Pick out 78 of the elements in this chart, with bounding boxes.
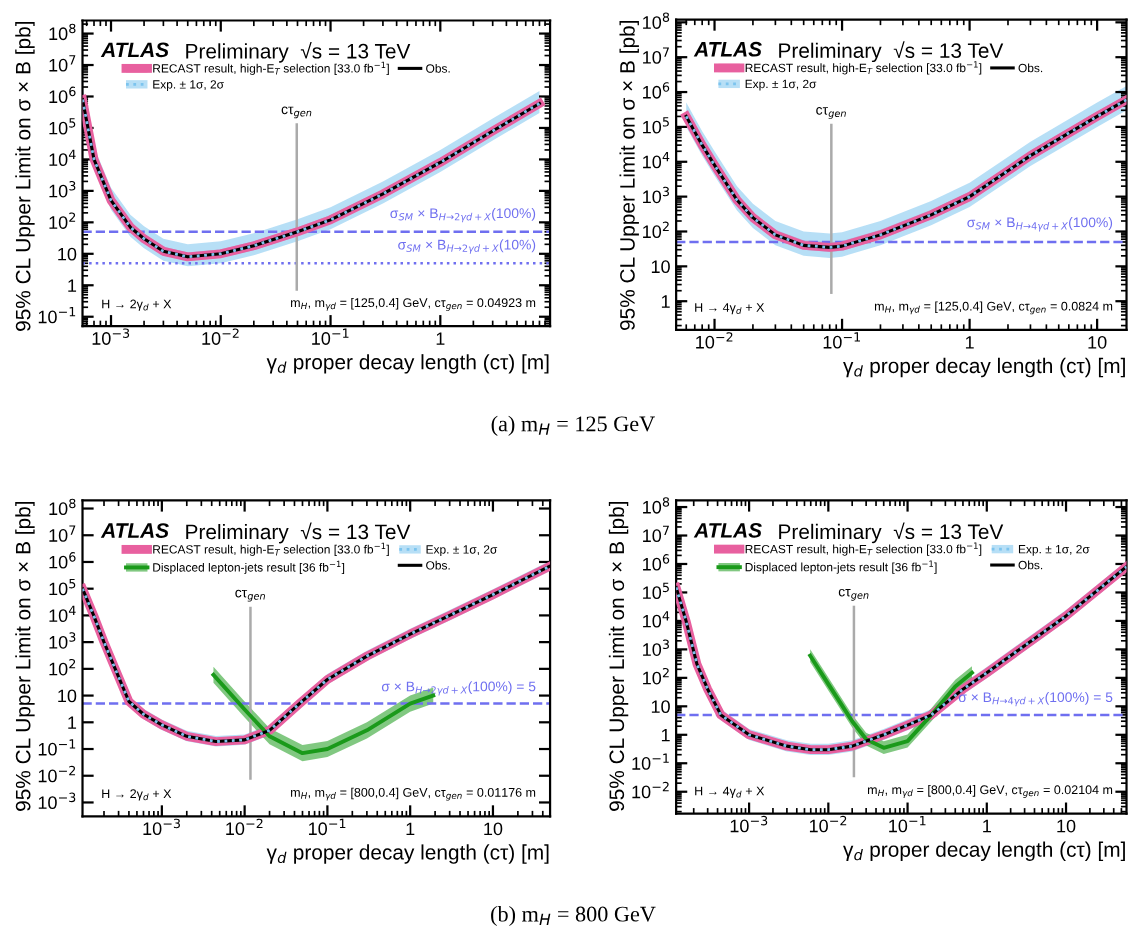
- x-tick-label: 10: [1088, 335, 1107, 349]
- x-tick-label: 10$^{−2}$: [202, 328, 239, 345]
- annotation: ATLAS: [100, 42, 169, 58]
- x-axis-title: γ$_{d}$ proper decay length (cτ) [m]: [266, 354, 549, 374]
- x-tick-label: 10$^{−1}$: [889, 816, 926, 833]
- x-axis-title: γ$_{d}$ proper decay length (cτ) [m]: [266, 844, 549, 864]
- y-tick-label: 1: [661, 728, 670, 742]
- y-tick-label: 10$^{8}$: [643, 497, 670, 514]
- y-tick-label: 10$^{−1}$: [38, 739, 76, 756]
- y-tick-label: 10$^{−2}$: [38, 765, 76, 783]
- y-tick-label: 10$^{−1}$: [38, 307, 76, 324]
- x-tick-label: 10$^{−1}$: [823, 332, 861, 349]
- x-tick-label: 1: [436, 332, 445, 345]
- y-tick-label: 10$^{5}$: [643, 117, 669, 134]
- x-tick-label: 10$^{−1}$: [312, 328, 349, 345]
- x-tick-label: 10$^{−2}$: [226, 818, 263, 836]
- y-tick-label: 10$^{2}$: [49, 212, 76, 229]
- x-tick-label: 10$^{−3}$: [92, 328, 130, 345]
- y-tick-label: 10$^{6}$: [49, 552, 76, 569]
- y-tick-label: 1: [68, 716, 77, 729]
- x-tick-label: 10: [1057, 819, 1076, 833]
- y-tick-label: 10$^{6}$: [643, 554, 670, 571]
- y-tick-label: 10$^{7}$: [49, 55, 76, 72]
- y-tick-label: 10$^{8}$: [643, 12, 670, 29]
- annotation: ATLAS: [693, 522, 762, 538]
- y-tick-label: 10$^{4}$: [49, 149, 76, 167]
- y-tick-label: 10$^{8}$: [49, 498, 76, 516]
- y-tick-label: 1: [661, 295, 670, 308]
- y-tick-label: 10: [651, 700, 670, 714]
- y-tick-label: 10$^{2}$: [643, 667, 669, 685]
- annotation: ATLAS: [693, 41, 762, 57]
- annotation: Preliminary √s = 13 TeV: [186, 522, 411, 544]
- y-tick-label: 10$^{6}$: [643, 82, 670, 99]
- x-tick-label: 1: [983, 819, 991, 833]
- y-tick-label: 10$^{−1}$: [632, 753, 669, 770]
- x-tick-label: 10$^{−1}$: [309, 818, 346, 836]
- x-tick-label: 1: [406, 822, 415, 836]
- y-tick-label: 1: [68, 279, 77, 292]
- y-tick-label: 10$^{3}$: [49, 180, 76, 198]
- y-tick-label: 10$^{4}$: [643, 152, 670, 169]
- x-tick-label: 10$^{−2}$: [696, 332, 733, 349]
- annotation: Preliminary √s = 13 TeV: [186, 41, 411, 63]
- y-tick-label: 10$^{−2}$: [632, 781, 669, 799]
- x-tick-label: 10$^{−3}$: [143, 818, 180, 836]
- y-tick-label: 10$^{3}$: [643, 639, 669, 656]
- text: (b) m$_{H}$ = 800 GeV: [491, 905, 656, 927]
- x-axis-title: γ$_{d}$ proper decay length (cτ) [m]: [843, 357, 1125, 378]
- x-tick-label: 10$^{−2}$: [809, 815, 847, 833]
- y-tick-label: 10: [58, 247, 77, 261]
- y-tick-label: 10$^{8}$: [49, 23, 76, 41]
- y-tick-label: 10$^{5}$: [49, 118, 76, 135]
- y-tick-label: 10: [651, 260, 670, 274]
- y-tick-label: 10$^{4}$: [49, 605, 76, 623]
- y-tick-label: 10$^{7}$: [49, 525, 76, 542]
- y-tick-label: 10$^{5}$: [643, 582, 669, 600]
- y-tick-label: 10$^{4}$: [643, 611, 670, 628]
- y-tick-label: 10$^{7}$: [643, 47, 669, 64]
- annotation: Preliminary √s = 13 TeV: [779, 41, 1004, 63]
- x-tick-label: 10$^{−3}$: [730, 815, 768, 833]
- x-tick-label: 10: [484, 822, 503, 836]
- y-tick-label: 10$^{3}$: [49, 632, 76, 649]
- x-tick-label: 1: [965, 336, 974, 349]
- y-tick-label: 10$^{3}$: [643, 186, 669, 204]
- y-tick-label: 10$^{7}$: [643, 525, 669, 543]
- y-tick-label: 10$^{2}$: [643, 221, 669, 239]
- y-tick-label: 10$^{5}$: [49, 578, 76, 596]
- y-tick-label: 10$^{−3}$: [38, 792, 76, 810]
- y-tick-label: 10$^{6}$: [49, 86, 76, 104]
- y-tick-label: 10: [58, 689, 77, 703]
- x-axis-title: γ$_{d}$ proper decay length (cτ) [m]: [843, 841, 1125, 861]
- y-axis-title: 95% CL Upper Limit on σ × B [pb]: [15, 21, 35, 331]
- y-tick-label: 10$^{2}$: [49, 658, 76, 676]
- annotation: ATLAS: [100, 523, 169, 538]
- annotation: Preliminary √s = 13 TeV: [779, 522, 1004, 544]
- y-axis-title: 95% CL Upper Limit on σ × B [pb]: [608, 501, 629, 811]
- text: (a) m$_{H}$ = 125 GeV: [491, 415, 655, 436]
- y-axis-title: 95% CL Upper Limit on σ × B [pb]: [15, 501, 35, 811]
- y-axis-title: 95% CL Upper Limit on σ × B [pb]: [619, 21, 639, 330]
